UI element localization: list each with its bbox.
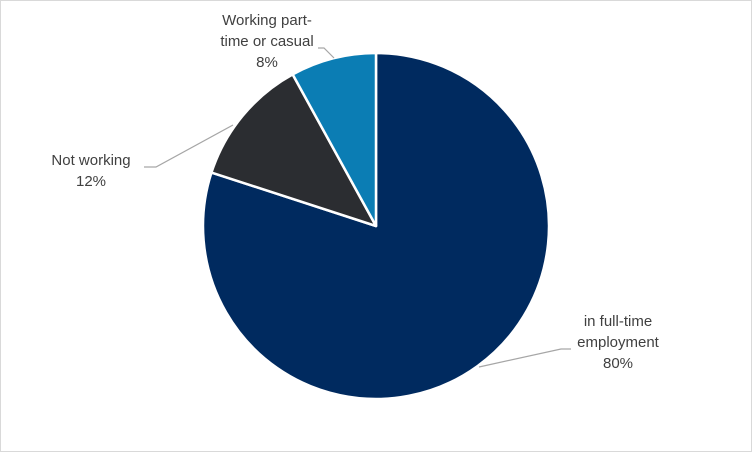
pie-slice-not-working (210, 73, 378, 228)
leader-line-in-full-time-employment (478, 348, 571, 368)
data-label-working-part-time-or-casual: Working part-time or casual 8% (220, 12, 313, 71)
data-label-text: Not working (51, 152, 130, 169)
data-label-value: 12% (76, 173, 106, 190)
data-label-value: 8% (256, 54, 278, 71)
data-label-text: time or casual (220, 33, 313, 50)
leader-line-not-working (144, 124, 234, 168)
data-label-text: employment (577, 334, 660, 351)
data-label-not-working: Not working 12% (51, 152, 130, 190)
data-label-in-full-time-employment: in full-time employment 80% (577, 313, 660, 372)
pie-slice-working-part-time-or-casual (291, 51, 378, 228)
data-label-text: in full-time (584, 313, 652, 330)
leader-line-working-part-time-or-casual (318, 47, 335, 59)
data-label-value: 80% (603, 355, 633, 372)
data-label-text: Working part- (222, 12, 312, 29)
